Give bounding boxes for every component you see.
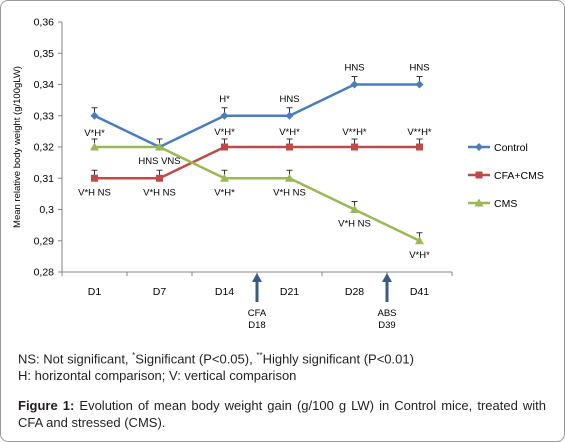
y-axis-label: Mean relative body weight (g/100gLW) <box>12 66 23 228</box>
data-point <box>416 143 423 151</box>
arrow-label: CFA <box>248 308 267 319</box>
chart-axes <box>58 21 453 276</box>
data-point <box>220 173 229 182</box>
data-point <box>221 143 228 151</box>
y-tick-label: 0,32 <box>34 142 55 154</box>
significance-label: V*H* <box>84 128 105 139</box>
line-chart: 0,28 0,29 0,3 0,31 0,32 0,33 0,34 0,35 0,36 D1 D7… <box>12 17 544 332</box>
notes-sig-mark: * <box>132 351 136 360</box>
y-tick-label: 0,29 <box>34 235 55 247</box>
significance-label: V*H NS <box>338 219 371 230</box>
arrow-label: D18 <box>248 320 265 331</box>
y-tick-label: 0,31 <box>34 173 55 185</box>
significance-label: HNS <box>409 63 429 74</box>
significance-label: V*H NS <box>78 187 111 198</box>
notes-hsig: Highly significant (P<0.01) <box>262 351 414 367</box>
data-point <box>475 171 483 179</box>
significance-label: V*H* <box>279 127 300 138</box>
data-point <box>155 142 164 151</box>
legend-entry: Control <box>468 142 528 154</box>
data-point <box>90 142 99 151</box>
legend-label: Control <box>494 142 528 154</box>
x-tick-label: D28 <box>345 286 364 298</box>
significance-label: HNS VNS <box>138 156 180 167</box>
data-point <box>285 111 294 120</box>
significance-label: V*H* <box>214 127 235 138</box>
x-tick-label: D21 <box>280 286 299 298</box>
notes-line-1: NS: Not significant, *Significant (P<0.0… <box>18 347 548 367</box>
x-tick-labels: D1 D7 D14 D21 D28 D41 <box>88 286 430 298</box>
legend-entry: CMS <box>468 198 517 210</box>
y-tick-label: 0,3 <box>39 204 54 216</box>
significance-label: HNS <box>344 63 364 74</box>
significance-label: V*H* <box>409 250 430 261</box>
y-tick-label: 0,28 <box>34 267 55 279</box>
significance-label: V**H* <box>342 127 367 138</box>
y-tick-label: 0,34 <box>34 79 55 91</box>
notes: NS: Not significant, *Significant (P<0.0… <box>18 347 548 384</box>
y-tick-label: 0,36 <box>34 17 55 29</box>
x-tick-label: D41 <box>410 286 429 298</box>
series-cfa-cms <box>91 138 423 182</box>
series-group <box>90 76 424 245</box>
y-tick-label: 0,33 <box>34 110 55 122</box>
series-line <box>94 145 421 242</box>
x-tick-label: D7 <box>153 286 167 298</box>
arrow-label: ABS <box>377 308 396 319</box>
arrow-head <box>382 273 392 282</box>
figure-caption: Figure 1: Evolution of mean body weight … <box>18 397 546 431</box>
significance-label: V**H* <box>407 127 432 138</box>
series-line <box>93 83 420 149</box>
data-point <box>415 80 424 89</box>
data-point <box>415 236 424 245</box>
data-point <box>286 143 293 151</box>
arrow-head <box>252 273 262 282</box>
caption-text: Evolution of mean body weight gain (g/10… <box>18 398 546 430</box>
legend-entry: CFA+CMS <box>468 170 544 182</box>
notes-sig: Significant (P<0.05), <box>135 351 257 367</box>
significance-label: V*H NS <box>273 187 306 198</box>
data-point <box>350 80 359 89</box>
data-point <box>91 174 98 182</box>
arrow-label: D39 <box>378 320 395 331</box>
notes-hsig-mark: ** <box>256 351 263 360</box>
data-point <box>285 173 294 182</box>
data-point <box>90 111 99 120</box>
significance-label: H* <box>219 94 230 105</box>
significance-label: HNS <box>279 94 299 105</box>
series-control <box>90 76 424 151</box>
x-tick-label: D14 <box>215 286 234 298</box>
annotation-labels: V*H* H* HNS HNS HNS V*H NS V*H NS V*H* V*H* V**H*… <box>78 63 432 261</box>
data-point <box>156 174 163 182</box>
data-point <box>474 198 484 207</box>
y-tick-labels: 0,28 0,29 0,3 0,31 0,32 0,33 0,34 0,35 0,36 <box>34 17 55 279</box>
legend-label: CMS <box>494 198 517 210</box>
data-point <box>350 205 359 213</box>
significance-label: V*H* <box>214 187 235 198</box>
legend: Control CFA+CMS CMS <box>468 142 544 210</box>
x-tick-label: D1 <box>88 286 102 298</box>
notes-line-2: H: horizontal comparison; V: vertical co… <box>18 368 297 384</box>
series-line <box>94 145 420 180</box>
legend-label: CFA+CMS <box>494 170 544 182</box>
data-point <box>220 111 229 120</box>
data-point <box>351 143 358 151</box>
significance-label: V*H NS <box>143 187 176 198</box>
figure-label: Figure 1: <box>18 398 75 413</box>
data-point <box>475 143 483 151</box>
y-tick-label: 0,35 <box>34 48 55 60</box>
notes-ns: NS: Not significant, <box>18 351 133 367</box>
series-cms <box>90 138 424 245</box>
